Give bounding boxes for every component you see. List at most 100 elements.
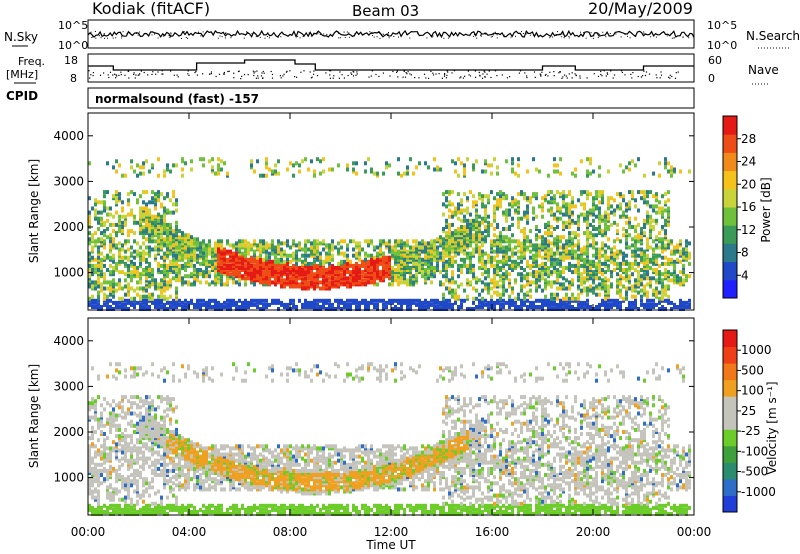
nave-dot	[252, 70, 254, 72]
power-cell	[598, 251, 601, 256]
noise-search-dot	[473, 34, 475, 36]
power-cell	[463, 257, 466, 262]
power-cell	[505, 270, 508, 275]
power-cell	[274, 259, 277, 264]
power-cell	[499, 259, 502, 264]
power-cell	[94, 239, 97, 244]
power-cell	[544, 294, 547, 299]
power-cell	[658, 270, 661, 275]
power-cell	[679, 276, 682, 281]
power-cell	[511, 200, 514, 205]
noise-search-dot	[180, 38, 182, 39]
noise-search-dot	[247, 32, 249, 34]
power-cell	[514, 300, 517, 305]
noise-search-dot	[393, 35, 395, 37]
power-cell	[433, 274, 436, 279]
power-cell	[514, 198, 517, 203]
power-cell	[454, 229, 457, 234]
nave-dot	[134, 77, 136, 79]
power-cell	[175, 245, 178, 250]
power-cell	[307, 247, 310, 252]
power-cell	[619, 163, 622, 168]
power-cell	[592, 253, 595, 258]
noise-right-tick-top: 10^5	[707, 19, 737, 32]
power-cell	[97, 296, 100, 301]
power-cell	[508, 208, 511, 213]
power-cell	[535, 243, 538, 248]
power-cell	[340, 261, 343, 266]
power-cell	[631, 300, 634, 305]
power-cell	[388, 270, 391, 275]
power-cell	[205, 245, 208, 250]
noise-search-dot	[92, 36, 94, 38]
power-cell	[595, 206, 598, 211]
power-cell	[511, 247, 514, 252]
power-cell	[157, 229, 160, 234]
power-cell	[457, 294, 460, 299]
power-cell	[517, 173, 520, 178]
noise-search-dot	[568, 36, 570, 37]
power-cell	[526, 220, 529, 225]
power-cell	[628, 167, 631, 172]
noise-search-dot	[344, 36, 346, 38]
power-cell	[229, 257, 232, 262]
power-cell	[307, 300, 310, 305]
power-cell	[151, 196, 154, 201]
power-cell	[511, 286, 514, 291]
power-cell	[103, 257, 106, 262]
power-cell	[181, 249, 184, 254]
power-cell	[118, 247, 121, 252]
power-cell	[535, 305, 538, 309]
noise-search-dot	[126, 32, 128, 34]
nave-dot	[161, 70, 163, 72]
power-cell	[121, 259, 124, 264]
power-cell	[427, 257, 430, 262]
power-cell	[556, 216, 559, 221]
power-cell	[610, 298, 613, 303]
power-cell	[163, 227, 166, 231]
power-cell	[295, 284, 298, 289]
power-cell	[628, 266, 631, 270]
power-cell	[607, 216, 610, 221]
power-cell	[304, 284, 307, 289]
power-cell	[499, 307, 502, 311]
power-cell	[589, 284, 592, 289]
power-cell	[397, 157, 400, 162]
power-cell	[541, 261, 544, 266]
power-cell	[544, 237, 547, 242]
power-cell	[556, 190, 559, 195]
power-colorbar-swatch	[723, 279, 737, 299]
power-cell	[541, 208, 544, 213]
power-cell	[220, 239, 223, 244]
power-cell	[664, 200, 667, 205]
power-cell	[235, 253, 238, 258]
power-cell	[463, 214, 466, 219]
power-cell	[127, 282, 130, 287]
power-cell	[379, 298, 382, 303]
power-cell	[202, 261, 205, 266]
power-cell	[94, 231, 97, 236]
power-cell	[442, 241, 445, 246]
noise-search-dot	[361, 34, 363, 36]
power-cell	[451, 288, 454, 293]
power-cell	[286, 253, 289, 258]
power-cell	[502, 245, 505, 250]
nave-dot	[356, 71, 358, 73]
power-cell	[265, 280, 268, 285]
power-cell	[586, 302, 589, 307]
noise-search-dot	[136, 32, 137, 34]
power-cell	[160, 245, 163, 250]
power-cell	[166, 296, 169, 301]
power-cell	[457, 251, 460, 256]
power-cell	[526, 235, 529, 240]
power-cell	[628, 202, 631, 207]
power-cell	[391, 300, 394, 305]
power-cell	[445, 233, 448, 238]
power-cell	[436, 257, 439, 262]
nave-dot	[155, 73, 157, 75]
power-cell	[118, 227, 121, 231]
power-cell	[358, 266, 361, 270]
power-cell	[577, 253, 580, 258]
power-cell	[400, 173, 403, 178]
nave-dot	[631, 77, 633, 79]
